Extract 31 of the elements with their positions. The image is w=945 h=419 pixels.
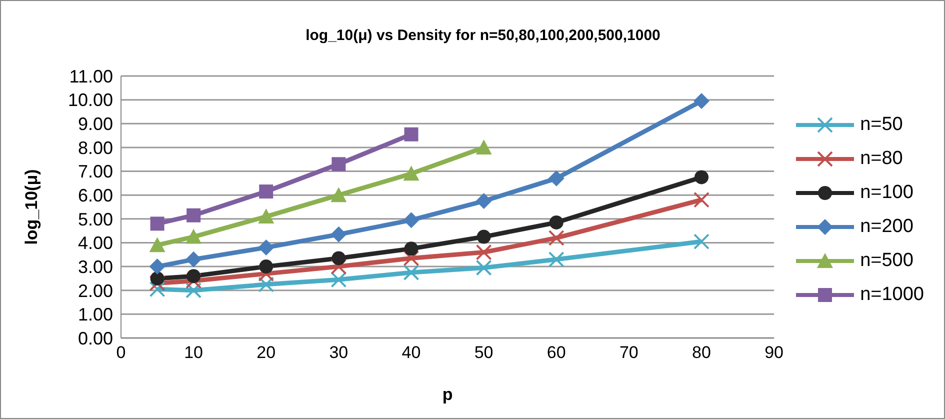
x-axis-title: p xyxy=(442,385,453,404)
x-tick-label: 50 xyxy=(474,343,494,362)
x-tick-label: 90 xyxy=(764,343,784,362)
x-tick-label: 70 xyxy=(619,343,638,362)
y-axis-title: log_10(μ) xyxy=(22,169,42,245)
y-tick-label: 1.00 xyxy=(78,304,113,325)
y-tick-label: 8.00 xyxy=(78,138,113,158)
y-tick-label: 10.00 xyxy=(68,90,113,110)
y-tick-label: 6.00 xyxy=(78,185,113,206)
legend-label: n=500 xyxy=(860,250,914,272)
x-tick-label: 60 xyxy=(546,343,566,362)
y-tick-label: 2.00 xyxy=(78,280,113,301)
x-tick-label: 10 xyxy=(184,343,204,362)
y-tick-label: 0.00 xyxy=(78,328,113,348)
legend-label: n=50 xyxy=(860,114,903,136)
legend-label: n=200 xyxy=(860,216,914,238)
y-tick-label: 5.00 xyxy=(78,209,113,230)
legend-label: n=100 xyxy=(860,182,914,204)
chart-title: log_10(μ) vs Density for n=50,80,100,200,500,1000 xyxy=(304,27,662,44)
x-tick-label: 20 xyxy=(256,343,276,362)
x-tick-label: 80 xyxy=(692,343,711,362)
x-tick-label: 0 xyxy=(116,343,126,362)
y-tick-label: 11.00 xyxy=(69,66,113,86)
y-tick-label: 3.00 xyxy=(78,256,113,277)
legend-label: n=80 xyxy=(860,148,903,170)
legend-label: n=1000 xyxy=(860,284,924,306)
y-tick-label: 4.00 xyxy=(78,233,113,254)
x-tick-label: 40 xyxy=(402,343,421,362)
x-tick-label: 30 xyxy=(329,343,348,362)
y-tick-label: 9.00 xyxy=(78,114,113,134)
y-tick-label: 7.00 xyxy=(78,162,113,182)
